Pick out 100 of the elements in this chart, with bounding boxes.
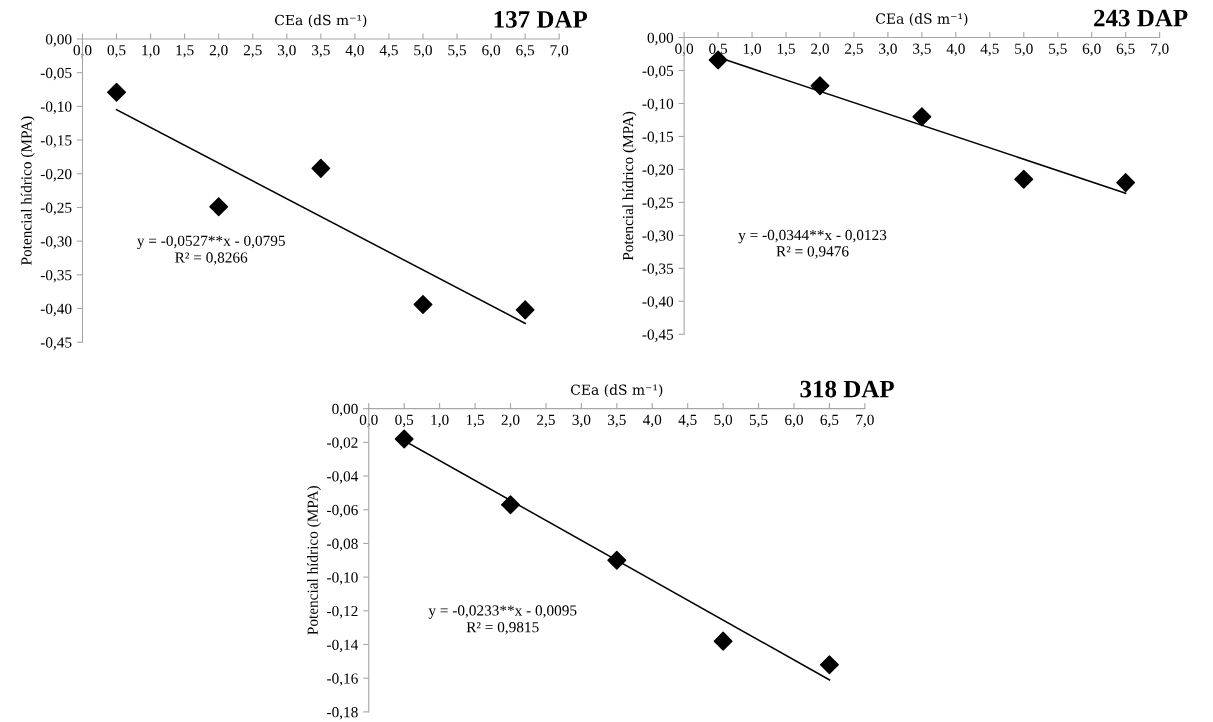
x-tick-label: 6,5: [1116, 43, 1135, 57]
y-tick-label: -0,35: [40, 269, 72, 283]
annotation: y = -0,0344**x - 0,0123: [738, 229, 887, 244]
x-tick-label: 5,5: [749, 414, 768, 428]
x-tick-label: 5,0: [1015, 43, 1033, 57]
y-tick-label: -0,25: [642, 197, 674, 211]
x-tick-label: 5,5: [1049, 43, 1067, 57]
x-tick-label: 4,5: [379, 45, 398, 58]
y-tick-label: -0,10: [40, 101, 72, 115]
x-tick-label: 2,0: [209, 45, 228, 58]
x-tick-label: 4,0: [345, 45, 364, 58]
point: [501, 495, 520, 515]
x-tick-label: 6,5: [516, 45, 535, 58]
point: [912, 107, 932, 127]
x-tick-label: 6,5: [820, 414, 839, 428]
chart-title: 243 DAP: [1094, 9, 1188, 27]
point: [209, 197, 229, 217]
x-tick-label: 7,0: [1151, 43, 1169, 57]
x-tick-label: 3,0: [572, 414, 591, 428]
x-tick-label: 0,5: [107, 45, 126, 58]
y-tick-label: -0,40: [642, 296, 674, 309]
point: [1014, 169, 1034, 189]
x-tick-label: 1,5: [466, 414, 485, 428]
x-tick-label: 3,0: [879, 43, 897, 57]
y-tick-label: -0,05: [642, 65, 674, 79]
y-tick-label: -0,30: [40, 236, 72, 249]
x-tick-label: 2,5: [845, 43, 863, 57]
chart-title: 137 DAP: [494, 11, 588, 28]
x-tick-label: 1,5: [176, 45, 194, 58]
y-tick-label: -0,18: [327, 707, 358, 720]
point: [413, 295, 433, 314]
y-tick-label: -0,10: [327, 572, 358, 585]
annotation: R² = 0,9476: [776, 246, 849, 259]
x-tick-label: 0,0: [675, 43, 694, 57]
y-tick-label: -0,08: [327, 538, 358, 552]
x-tick-label: 5,0: [414, 45, 432, 58]
x-tick-label: 0,0: [359, 414, 378, 428]
x-tick-label: 2,5: [537, 414, 555, 428]
y-tick-label: -0,05: [40, 67, 72, 81]
x-tick-label: 4,0: [643, 414, 662, 428]
y-tick-label: -0,45: [40, 337, 72, 350]
y-tick-label: -0,40: [40, 303, 72, 317]
point: [515, 300, 535, 320]
point: [394, 429, 414, 449]
x-tick-label: 3,0: [277, 45, 296, 58]
y-tick-label: -0,30: [642, 230, 674, 244]
point: [107, 82, 127, 102]
x-tick-label: 2,5: [243, 45, 262, 58]
y-axis-title: Potencial hídrico (MPA): [307, 486, 321, 635]
x-tick-label: 4,0: [946, 43, 965, 57]
x-tick-label: 3,5: [913, 43, 931, 57]
x-tick-label: 6,0: [785, 414, 803, 428]
annotation: R² = 0,8266: [175, 252, 248, 265]
y-tick-label: -0,15: [642, 131, 674, 145]
y-tick-label: -0,16: [327, 673, 358, 686]
x-tick-label: 4,5: [678, 414, 697, 428]
y-axis-title: Potencial hídrico (MPA): [622, 111, 637, 261]
y-tick-label: -0,06: [327, 504, 358, 518]
y-tick-label: 0,00: [332, 403, 358, 417]
x-tick-label: 7,0: [550, 45, 569, 58]
y-tick-label: -0,25: [40, 202, 72, 216]
x-tick-label: 1,0: [431, 414, 449, 428]
x-tick-label: 3,5: [312, 45, 330, 58]
x-tick-label: 1,0: [142, 45, 160, 58]
x-tick-label: 3,5: [607, 414, 626, 428]
x-tick-label: 5,0: [714, 414, 733, 428]
x-tick-label: 1,5: [777, 43, 795, 57]
x-tick-label: 6,0: [482, 45, 501, 58]
point: [1116, 173, 1136, 193]
y-tick-label: -0,14: [327, 639, 359, 653]
y-tick-label: -0,12: [327, 605, 358, 619]
y-tick-label: -0,20: [642, 164, 674, 178]
annotation: R² = 0,9815: [466, 622, 539, 635]
y-tick-label: -0,15: [40, 135, 72, 148]
x-tick-label: 6,0: [1082, 43, 1101, 57]
y-axis-title: Potencial hídrico (MPA): [20, 116, 35, 265]
point: [819, 655, 839, 675]
x-tick-label: 2,0: [501, 414, 520, 428]
x-tick-label: 2,0: [811, 43, 829, 57]
point: [810, 76, 830, 96]
y-tick-label: -0,45: [642, 329, 674, 342]
point: [311, 158, 331, 178]
x-axis-title: CEa (dS m⁻¹): [275, 14, 367, 28]
chart-title: 318 DAP: [800, 380, 894, 398]
x-tick-label: 1,0: [743, 43, 762, 57]
y-tick-label: -0,20: [40, 168, 72, 182]
point: [607, 550, 627, 570]
y-tick-label: -0,10: [642, 98, 674, 112]
y-tick-label: 0,00: [647, 32, 674, 46]
x-tick-label: 7,0: [856, 414, 874, 428]
y-tick-label: -0,02: [327, 437, 358, 450]
x-axis-title: CEa (dS m⁻¹): [571, 384, 663, 397]
annotation: y = -0,0233**x - 0,0095: [428, 605, 577, 619]
point: [713, 631, 733, 651]
y-tick-label: -0,04: [327, 471, 359, 484]
x-tick-label: 0,5: [395, 414, 414, 428]
y-tick-label: -0,35: [642, 263, 674, 276]
x-tick-label: 4,5: [980, 43, 999, 57]
x-tick-label: 5,5: [448, 45, 466, 58]
annotation: y = -0,0527**x - 0,0795: [137, 235, 285, 250]
